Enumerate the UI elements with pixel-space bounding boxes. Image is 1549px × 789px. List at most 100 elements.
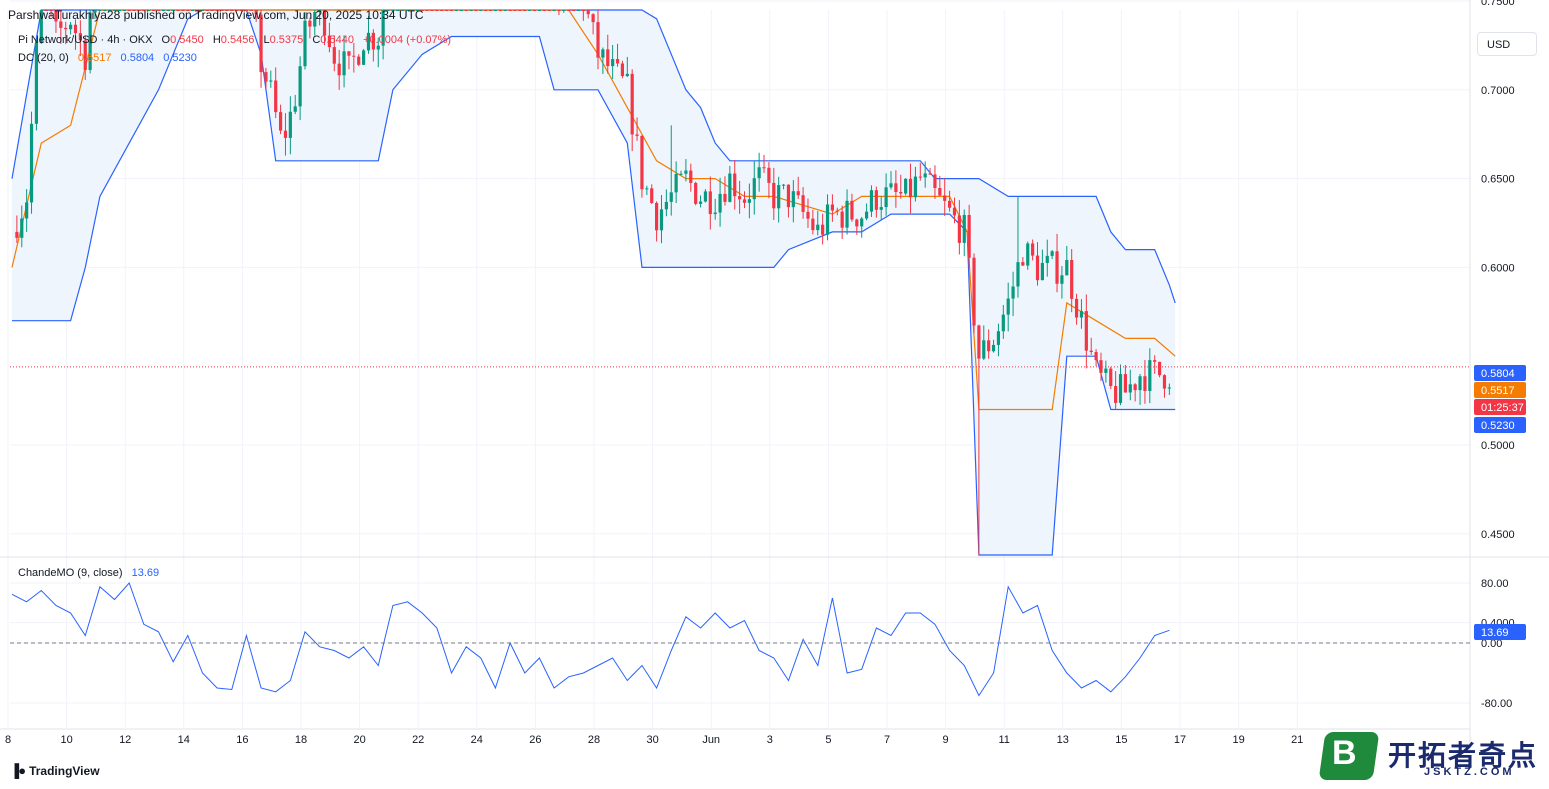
candle-body [1026,243,1030,266]
candle-body [381,10,385,46]
lower-band-badge: 0.5230 [1481,420,1515,432]
candle-body [708,191,712,215]
candle-body [1089,350,1093,352]
candle-body [557,10,561,11]
candle-body [205,10,209,11]
candle-body [864,211,869,219]
candle-body [1070,260,1074,299]
candle-body [674,174,678,193]
candle-body [645,188,649,190]
candle-body [684,170,688,174]
symbol-legend[interactable]: Pi Network/USD · 4h · OKX O0.5450 H0.545… [18,34,451,46]
candle-body [1138,376,1142,391]
cmo-legend[interactable]: ChandeMO (9, close) 13.69 [18,567,159,579]
candle-body [1079,311,1084,318]
candle-body [1104,368,1108,373]
candle-body [904,178,908,194]
candle-body [1011,286,1015,299]
candle-body [191,10,195,11]
candle-body [73,24,78,34]
price-tick-label: 0.6500 [1481,174,1515,186]
candle-body [239,10,244,11]
candle-body [552,10,556,11]
candle-body [225,10,229,11]
candle-body [29,123,34,203]
candle-body [1099,360,1103,373]
candle-body [532,10,537,11]
candle-body [396,10,400,11]
candle-body [469,10,473,11]
candle-body [342,51,346,76]
candle-body [884,187,888,208]
candle-body [650,188,654,203]
candle-body [161,10,165,11]
candle-body [1153,360,1157,362]
candle-body [376,45,380,50]
candle-body [127,10,131,11]
candle-body [816,224,820,231]
candle-body [288,111,292,138]
candle-body [1167,387,1171,389]
open-value: 0.5450 [170,34,204,46]
candle-body [537,10,541,11]
candle-body [352,55,356,57]
symbol-name: Pi Network/USD · 4h · OKX [18,34,153,46]
watermark-badge-letter: B [1332,734,1357,772]
dc-legend[interactable]: DC (20, 0) 0.5517 0.5804 0.5230 [18,52,197,64]
candle-body [791,191,795,208]
candle-body [772,182,776,209]
candle-body [606,49,610,67]
candle-body [640,135,644,190]
mid-band-badge: 0.5517 [1481,385,1515,397]
donchian-lower-line [12,9,1176,556]
price-tick-label: 0.6000 [1481,262,1515,274]
candle-body [484,10,488,11]
candle-body [1128,384,1132,393]
watermark-url: JSKTZ.COM [1424,766,1515,778]
candle-body [195,10,200,11]
candle-body [322,10,327,36]
candle-body [923,173,927,178]
candle-body [220,10,224,11]
candle-body [142,10,146,11]
candle-body [571,10,576,11]
candle-body [117,10,122,11]
candle-body [59,21,63,28]
candle-body [132,10,136,11]
candle-body [347,51,351,56]
candle-body [34,43,39,124]
candle-body [1133,384,1137,391]
candle-body [337,63,341,76]
candle-body [327,35,332,48]
candle-body [938,188,942,196]
cmo-label: ChandeMO (9, close) [18,567,123,579]
candle-body [796,191,800,196]
candle-body [1035,255,1040,281]
candle-body [669,192,673,202]
time-tick-label: 16 [236,734,248,746]
candle-body [410,10,415,11]
candle-body [244,10,248,11]
candle-body [401,10,405,11]
candle-body [493,10,498,11]
time-tick-label: 18 [295,734,307,746]
currency-button[interactable]: USD [1477,32,1537,56]
price-tick-label: 0.7000 [1481,85,1515,97]
tradingview-footer[interactable]: ▐● TradingView [10,763,100,778]
candle-body [303,20,307,67]
candle-body [1040,262,1044,281]
candle-body [1084,311,1088,351]
candle-body [747,199,751,203]
countdown-badge: 01:25:37 [1481,402,1524,414]
candle-body [596,22,600,58]
candle-body [1006,298,1010,315]
candle-body [254,10,258,15]
candle-body [786,184,791,208]
candle-body [528,10,532,11]
candle-body [1094,351,1098,361]
candle-body [855,219,859,227]
cmo-line [11,582,1170,697]
candle-body [733,173,737,197]
candle-body [996,331,1001,345]
